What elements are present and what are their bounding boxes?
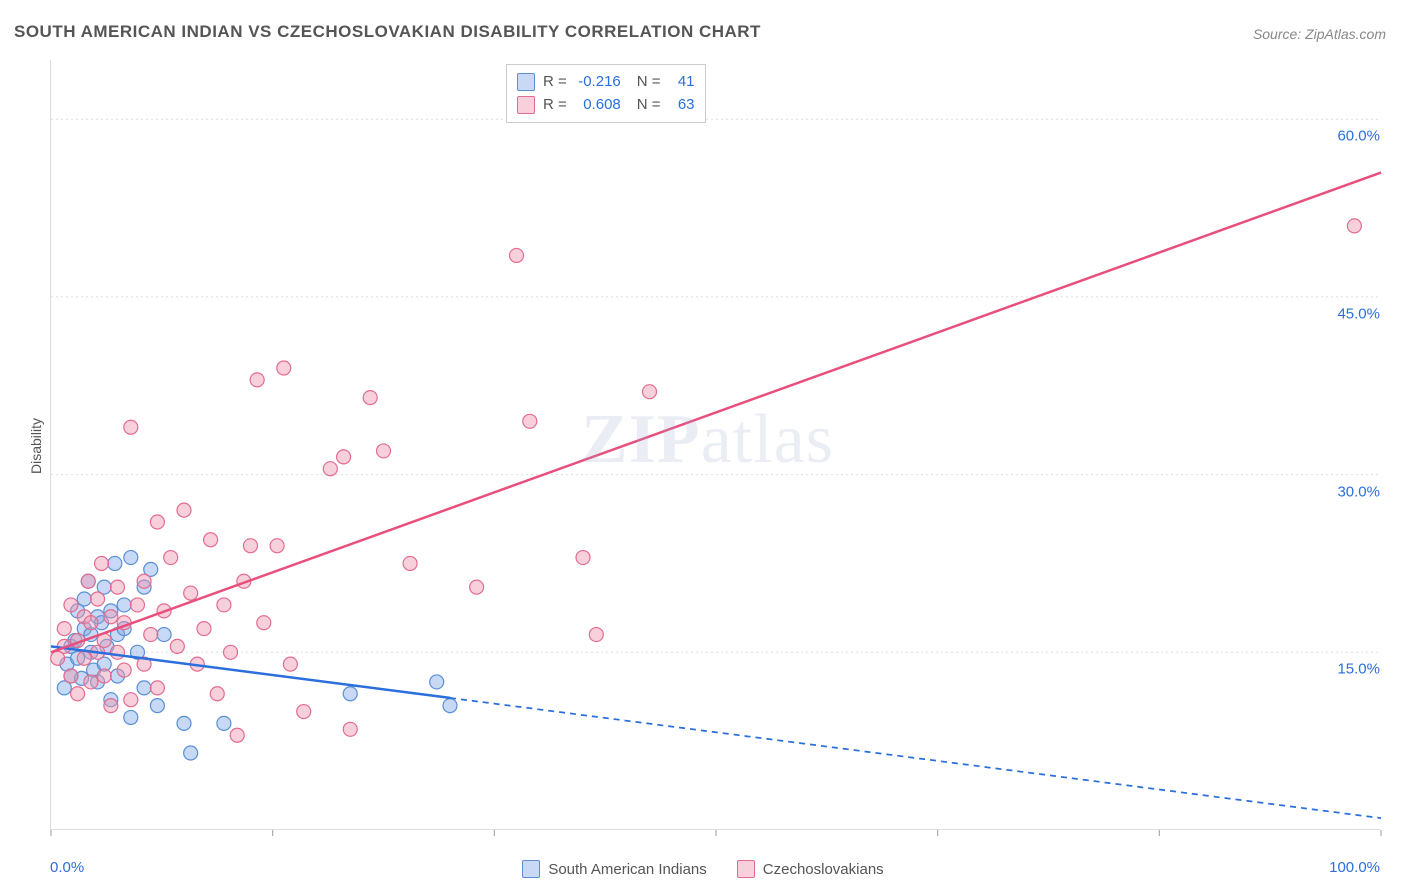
- legend-bottom: South American Indians Czechoslovakians: [0, 860, 1406, 878]
- legend-swatch: [737, 860, 755, 878]
- y-tick-label: 45.0%: [1337, 305, 1380, 322]
- y-tick-label: 30.0%: [1337, 483, 1380, 500]
- y-axis-label: Disability: [28, 418, 44, 474]
- stats-R-label: R =: [543, 94, 567, 117]
- stats-row: R = -0.216 N = 41: [517, 71, 695, 94]
- scatter-plot: ZIPatlas R =-0.216N =41R =0.608N =63: [50, 60, 1380, 830]
- stats-R-label: R =: [543, 71, 567, 94]
- legend-item: Czechoslovakians: [737, 860, 884, 878]
- stats-N-label: N =: [637, 94, 661, 117]
- legend-label: Czechoslovakians: [763, 861, 884, 878]
- stats-legend-box: R = -0.216 N = 41 R = 0.608 N = 63: [506, 64, 706, 123]
- stats-N-value: 63: [669, 94, 695, 117]
- y-tick-label: 15.0%: [1337, 661, 1380, 678]
- stats-swatch: [517, 73, 535, 91]
- stats-N-value: 41: [669, 71, 695, 94]
- stats-R-value: -0.216: [575, 71, 621, 94]
- stats-row: R = 0.608 N = 63: [517, 94, 695, 117]
- chart-title: SOUTH AMERICAN INDIAN VS CZECHOSLOVAKIAN…: [14, 22, 761, 42]
- legend-swatch: [522, 860, 540, 878]
- legend-label: South American Indians: [548, 861, 706, 878]
- stats-R-value: 0.608: [575, 94, 621, 117]
- stats-N-label: N =: [637, 71, 661, 94]
- source-label: Source: ZipAtlas.com: [1253, 26, 1386, 42]
- stats-swatch: [517, 96, 535, 114]
- y-tick-label: 60.0%: [1337, 128, 1380, 145]
- legend-item: South American Indians: [522, 860, 706, 878]
